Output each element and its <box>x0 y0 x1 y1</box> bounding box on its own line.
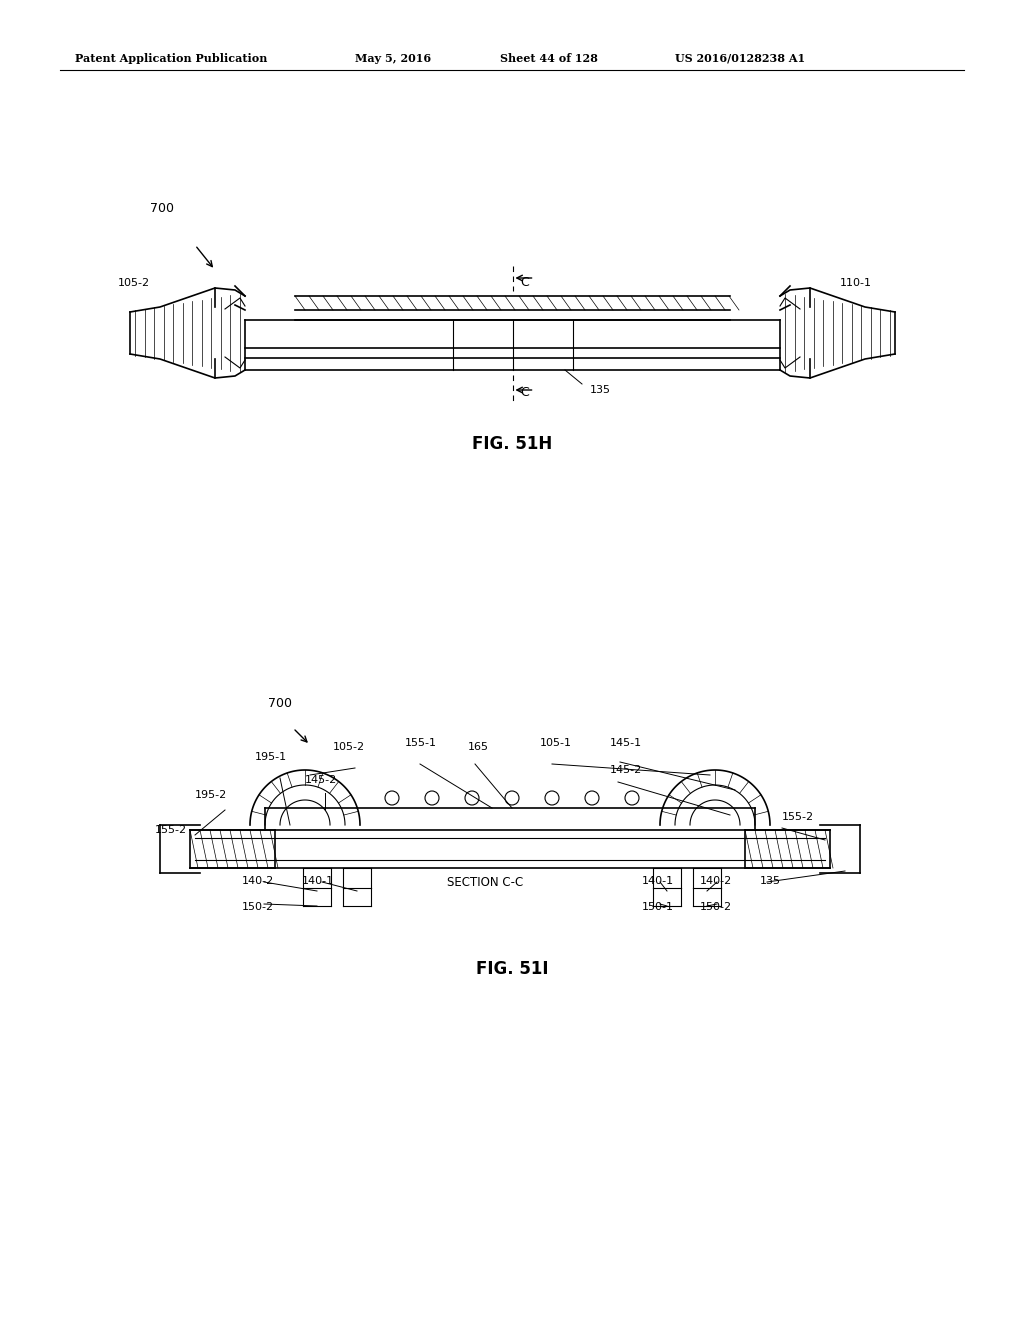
Text: 155-2: 155-2 <box>155 825 187 836</box>
Text: 105-1: 105-1 <box>540 738 572 748</box>
Text: May 5, 2016: May 5, 2016 <box>355 53 431 63</box>
Text: SECTION C-C: SECTION C-C <box>447 876 523 888</box>
Text: 150-1: 150-1 <box>642 902 674 912</box>
Text: C: C <box>520 387 529 400</box>
Text: 140-1: 140-1 <box>302 876 334 886</box>
Text: 155-2: 155-2 <box>782 812 814 822</box>
Text: 150-2: 150-2 <box>242 902 274 912</box>
Text: 165: 165 <box>468 742 489 752</box>
Text: 195-1: 195-1 <box>255 752 287 762</box>
Text: 195-2: 195-2 <box>195 789 227 800</box>
Text: FIG. 51H: FIG. 51H <box>472 436 552 453</box>
Text: 110-1: 110-1 <box>840 279 872 288</box>
Text: 105-2: 105-2 <box>333 742 366 752</box>
Text: 700: 700 <box>150 202 174 215</box>
Text: US 2016/0128238 A1: US 2016/0128238 A1 <box>675 53 805 63</box>
Text: 140-2: 140-2 <box>242 876 274 886</box>
Text: 140-1: 140-1 <box>642 876 674 886</box>
Text: 145-1: 145-1 <box>610 738 642 748</box>
Text: 150-2: 150-2 <box>700 902 732 912</box>
Text: 140-2: 140-2 <box>700 876 732 886</box>
Text: 700: 700 <box>268 697 292 710</box>
Text: 105-2: 105-2 <box>118 279 151 288</box>
Text: 135: 135 <box>760 876 781 886</box>
Text: Sheet 44 of 128: Sheet 44 of 128 <box>500 53 598 63</box>
Text: C: C <box>520 276 529 289</box>
Text: Patent Application Publication: Patent Application Publication <box>75 53 267 63</box>
Text: 145-2: 145-2 <box>305 775 337 785</box>
Text: FIG. 51I: FIG. 51I <box>476 960 548 978</box>
Text: 155-1: 155-1 <box>406 738 437 748</box>
Text: 145-2: 145-2 <box>610 766 642 775</box>
Text: 135: 135 <box>590 385 611 395</box>
